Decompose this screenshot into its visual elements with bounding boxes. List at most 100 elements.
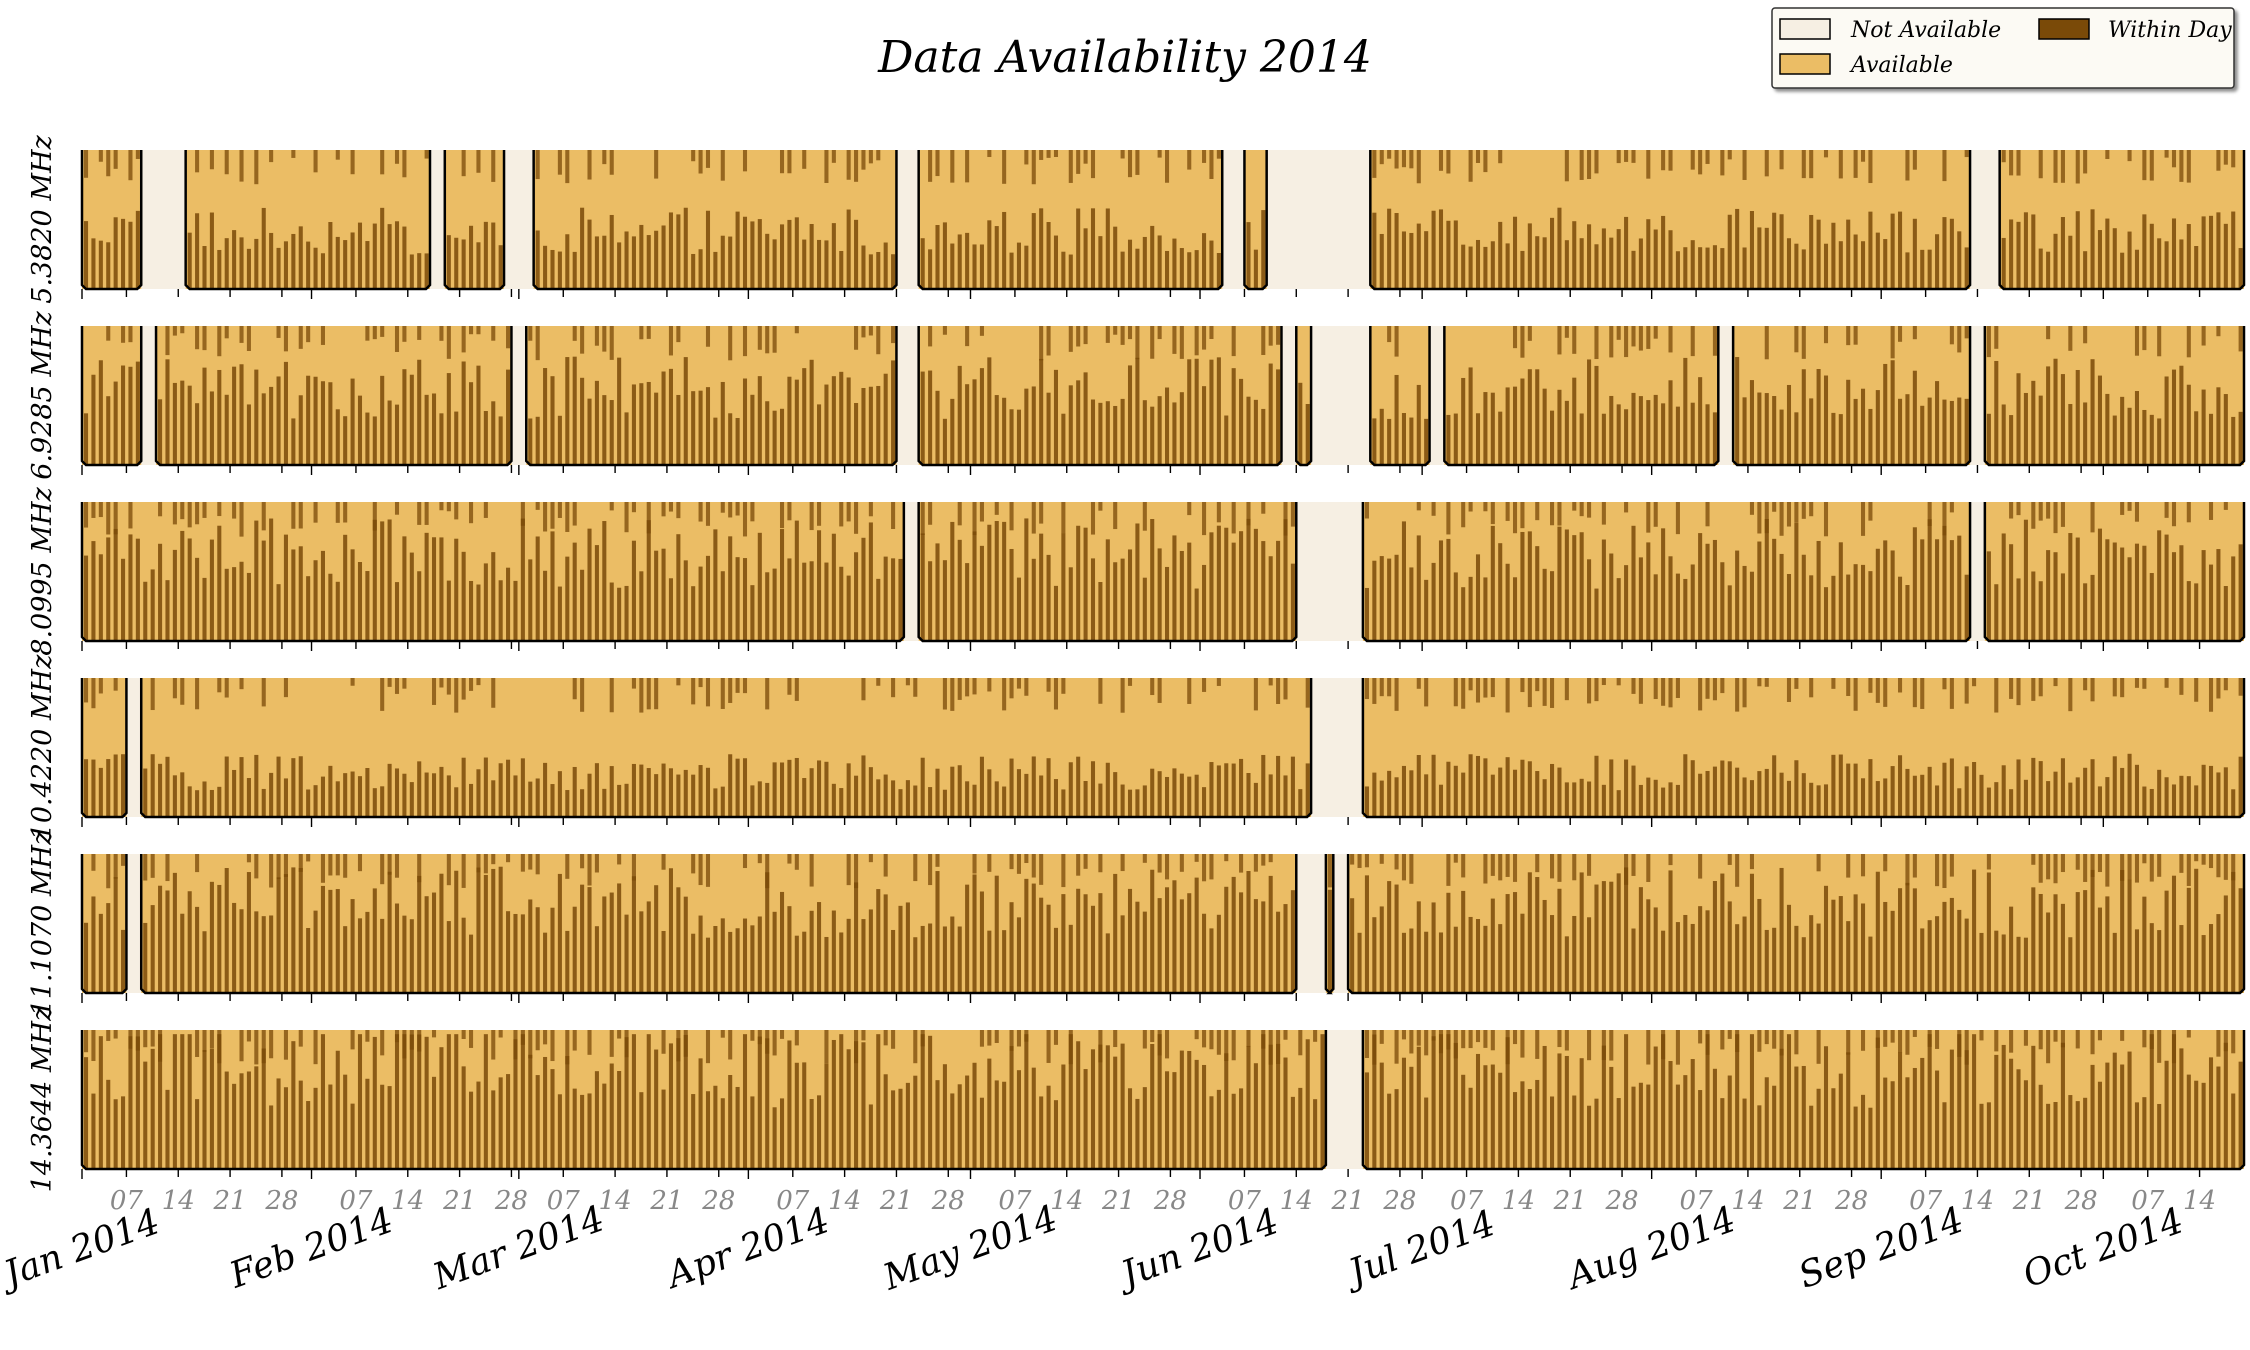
within-day-bar: [609, 582, 614, 641]
within-day-bar: [2179, 775, 2184, 817]
within-day-speckle: [1949, 326, 1954, 345]
within-day-bar: [1350, 898, 1355, 993]
within-day-bar: [565, 556, 570, 641]
within-day-speckle: [779, 502, 785, 529]
within-day-bar: [535, 778, 540, 817]
within-day-bar: [594, 763, 599, 817]
within-day-bar: [313, 560, 318, 641]
within-day-speckle: [2208, 854, 2214, 869]
within-day-bar: [854, 775, 859, 817]
segment-available: [139, 854, 1298, 995]
within-day-speckle: [1194, 1030, 1199, 1040]
within-day-speckle: [905, 678, 910, 686]
within-day-speckle: [1779, 150, 1784, 170]
within-day-bar: [883, 774, 888, 817]
within-day-bar: [1609, 395, 1614, 465]
within-day-bar: [491, 222, 496, 289]
within-day-speckle: [1979, 1030, 1984, 1041]
within-day-bar: [1113, 226, 1118, 289]
within-day-bar: [1838, 754, 1843, 817]
within-day-speckle: [891, 326, 896, 344]
within-day-speckle: [1276, 1030, 1281, 1064]
within-day-bar: [580, 789, 585, 817]
within-day-speckle: [1512, 1030, 1518, 1045]
within-day-speckle: [2223, 678, 2228, 691]
within-day-bar: [2097, 528, 2102, 641]
within-day-bar: [1705, 770, 1710, 817]
gap-not-available: [896, 150, 919, 289]
within-day-speckle: [469, 1030, 474, 1048]
within-day-bar: [195, 1099, 200, 1169]
within-day-bar: [1661, 403, 1666, 465]
within-day-speckle: [1016, 1030, 1021, 1047]
within-day-bar: [1194, 358, 1199, 465]
within-day-bar: [1016, 242, 1021, 289]
within-day-bar: [2149, 1034, 2154, 1169]
within-day-bar: [1120, 915, 1125, 993]
within-day-bar: [1957, 231, 1962, 289]
within-day-bar: [2009, 789, 2014, 817]
within-day-bar: [2142, 1097, 2147, 1169]
within-day-bar: [1601, 539, 1606, 641]
within-day-speckle: [1194, 326, 1199, 356]
within-day-speckle: [1705, 678, 1710, 699]
within-day-bar: [1416, 1046, 1421, 1169]
within-day-speckle: [742, 326, 748, 357]
within-day-bar: [1735, 1034, 1740, 1169]
within-day-speckle: [935, 854, 940, 867]
within-day-speckle: [720, 502, 725, 513]
within-day-bar: [328, 1084, 333, 1169]
within-day-bar: [631, 1034, 636, 1169]
within-day-speckle: [1572, 502, 1577, 511]
within-day-bar: [1068, 254, 1073, 289]
within-day-bar: [661, 930, 666, 993]
within-day-bar: [172, 775, 177, 817]
within-day-speckle: [113, 854, 118, 879]
within-day-bar: [876, 251, 881, 289]
within-day-bar: [1253, 528, 1258, 641]
within-day-bar: [476, 867, 481, 993]
gap-not-available: [1311, 678, 1363, 817]
segment-outline: [917, 326, 1283, 467]
within-day-bar: [1120, 558, 1125, 641]
within-day-speckle: [928, 502, 933, 525]
within-day-speckle: [2171, 1030, 2177, 1064]
segment-available: [1998, 150, 2246, 291]
within-day-bar: [1890, 360, 1895, 465]
within-day-speckle: [1498, 150, 1503, 164]
within-day-speckle: [1809, 502, 1814, 517]
within-day-bar: [1535, 771, 1540, 817]
within-day-speckle: [1853, 678, 1858, 711]
within-day-bar: [1594, 884, 1599, 993]
within-day-speckle: [1846, 854, 1851, 878]
within-day-speckle: [1631, 678, 1636, 694]
within-day-speckle: [609, 326, 614, 360]
within-day-bar: [1239, 758, 1244, 817]
within-day-speckle: [165, 326, 170, 356]
within-day-bar: [520, 1034, 525, 1169]
within-day-bar: [1749, 211, 1754, 289]
within-day-bar: [1616, 578, 1621, 641]
within-day-bar: [861, 1042, 866, 1169]
within-day-speckle: [1986, 854, 1991, 870]
within-day-speckle: [2120, 854, 2125, 881]
within-day-bar: [2238, 411, 2243, 465]
within-day-bar: [942, 789, 947, 817]
within-day-speckle: [387, 678, 392, 687]
within-day-bar: [691, 774, 696, 817]
within-day-speckle: [402, 678, 407, 689]
within-day-bar: [165, 890, 170, 993]
within-day-bar: [720, 571, 725, 641]
within-day-bar: [1624, 1034, 1629, 1169]
within-day-speckle: [705, 502, 711, 526]
within-day-bar: [1142, 1087, 1147, 1169]
within-day-speckle: [113, 502, 118, 535]
day-tick-label: 28: [931, 1186, 965, 1216]
within-day-bar: [705, 937, 711, 993]
within-day-bar: [1749, 571, 1754, 641]
within-day-bar: [1764, 518, 1769, 641]
within-day-speckle: [565, 854, 570, 879]
within-day-bar: [1387, 770, 1392, 817]
within-day-bar: [357, 1034, 363, 1169]
within-day-bar: [787, 906, 792, 993]
